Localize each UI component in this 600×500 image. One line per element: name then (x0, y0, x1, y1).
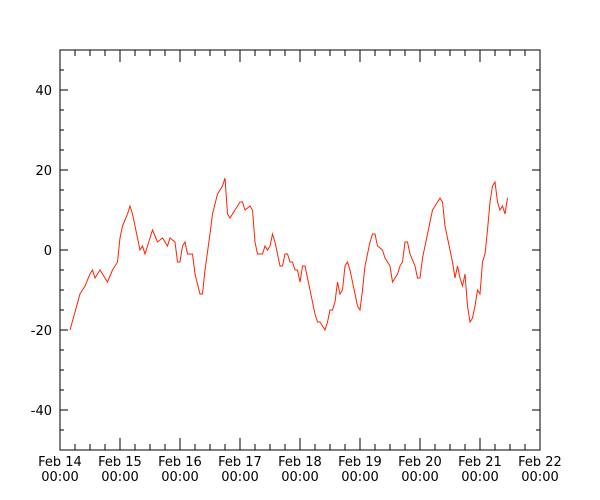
y-tick-label: 0 (44, 244, 52, 259)
y-tick-label: -20 (31, 324, 52, 339)
x-tick-label-time: 00:00 (401, 470, 438, 485)
x-tick-label-date: Feb 16 (158, 455, 202, 470)
y-tick-label: 40 (35, 84, 52, 99)
x-tick-label: Feb 16 00:00 (158, 455, 202, 485)
x-tick-label-date: Feb 18 (278, 455, 322, 470)
x-tick-label-date: Feb 20 (398, 455, 442, 470)
x-tick-label-time: 00:00 (101, 470, 138, 485)
x-tick-label-date: Feb 17 (218, 455, 262, 470)
x-tick-label-date: Feb 14 (38, 455, 82, 470)
x-tick-label-time: 00:00 (161, 470, 198, 485)
x-tick-label: Feb 15 00:00 (98, 455, 142, 485)
x-tick-label-time: 00:00 (341, 470, 378, 485)
x-tick-label: Feb 19 00:00 (338, 455, 382, 485)
x-tick-label-time: 00:00 (281, 470, 318, 485)
x-tick-label-date: Feb 21 (458, 455, 502, 470)
x-tick-label-time: 00:00 (221, 470, 258, 485)
x-tick-label-time: 00:00 (461, 470, 498, 485)
plot-frame (59, 49, 541, 451)
x-tick-label-time: 00:00 (41, 470, 78, 485)
x-tick-label: Feb 22 00:00 (518, 455, 562, 485)
x-tick-label: Feb 14 00:00 (38, 455, 82, 485)
y-axis-ticks (60, 69, 540, 431)
x-tick-label-time: 00:00 (521, 470, 558, 485)
x-tick-label-date: Feb 15 (98, 455, 142, 470)
x-tick-label: Feb 21 00:00 (458, 455, 502, 485)
y-axis-tick-labels: 40 20 0 -20 -40 (31, 84, 52, 419)
x-axis-ticks (74, 50, 526, 450)
data-series-line (69, 177, 508, 332)
x-tick-label: Feb 18 00:00 (278, 455, 322, 485)
x-tick-label-date: Feb 22 (518, 455, 562, 470)
x-tick-label: Feb 20 00:00 (398, 455, 442, 485)
y-tick-label: -40 (31, 404, 52, 419)
x-tick-label: Feb 17 00:00 (218, 455, 262, 485)
x-tick-label-date: Feb 19 (338, 455, 382, 470)
y-tick-label: 20 (35, 164, 52, 179)
